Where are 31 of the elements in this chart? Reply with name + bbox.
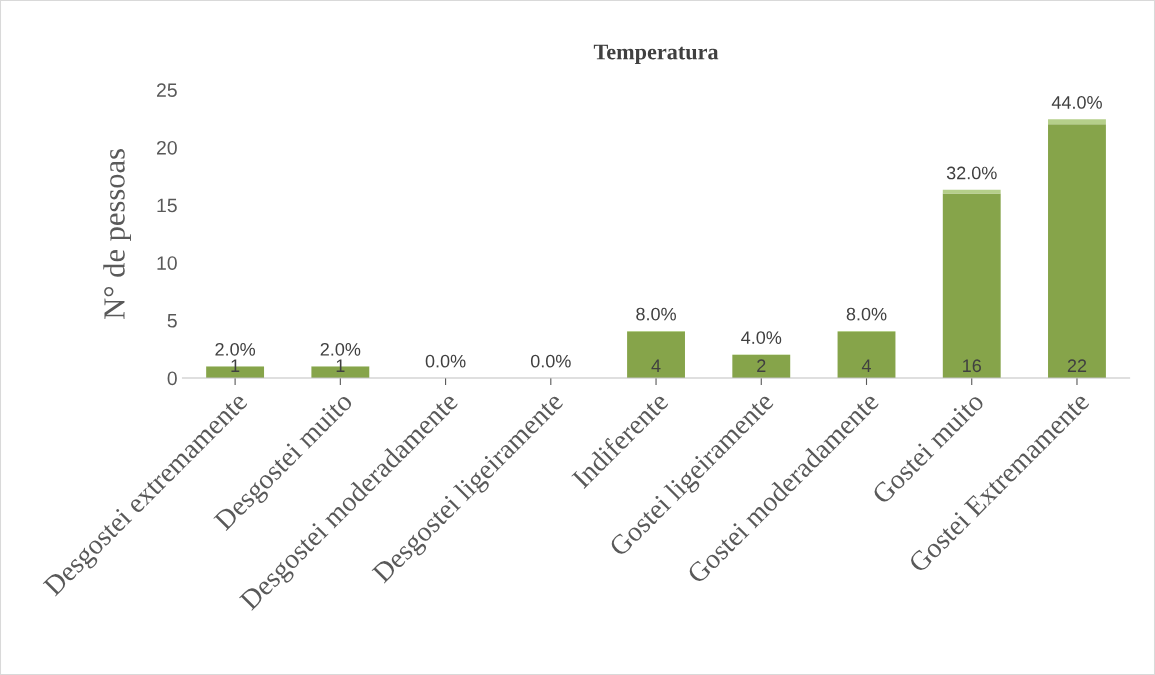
data-label: 8.0% [636, 307, 676, 321]
data-label: 2.0% [215, 342, 256, 356]
data-label: 1 [336, 359, 345, 372]
data-label: 22 [1067, 359, 1087, 372]
data-label: 4.0% [741, 331, 782, 344]
data-label: 16 [963, 359, 981, 373]
y-tick-label: 0 [167, 371, 177, 386]
y-tick-label: 20 [156, 140, 177, 155]
data-label: 32.0% [946, 166, 997, 180]
bar [837, 331, 896, 378]
data-label: 4 [651, 359, 661, 372]
y-tick-label: 5 [167, 314, 177, 328]
data-label: 1 [231, 359, 240, 372]
data-label: 44.0% [1051, 96, 1102, 109]
data-label: 0.0% [530, 354, 571, 368]
y-tick-label: 10 [157, 256, 177, 270]
bar [1048, 119, 1106, 125]
data-label: 4 [861, 359, 871, 372]
bar [942, 189, 1001, 194]
bar [942, 193, 1001, 378]
data-label: 0.0% [425, 354, 466, 368]
chart-title: Temperatura [593, 44, 719, 64]
bar [627, 331, 685, 378]
data-label: 8.0% [846, 307, 887, 321]
bar [1048, 124, 1106, 378]
y-axis-title: N° de pessoas [103, 149, 131, 319]
y-tick-label: 15 [157, 198, 177, 213]
data-label: 2.0% [320, 342, 361, 356]
bar [732, 354, 791, 378]
data-label: 2 [757, 359, 766, 372]
y-tick-label: 25 [156, 83, 177, 98]
